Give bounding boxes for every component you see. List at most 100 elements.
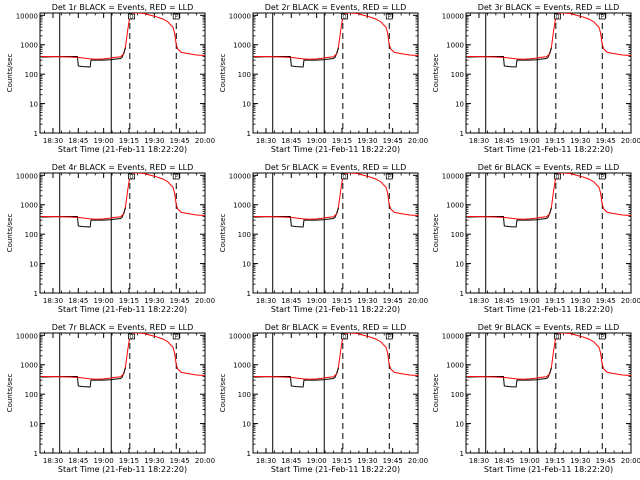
panel-title: Det 9r BLACK = Events, RED = LLD (478, 323, 620, 332)
panel-det-7: Det 7r BLACK = Events, RED = LLD 1 10 100 10… (6, 323, 215, 474)
y-tick-label: 1000 (446, 42, 464, 50)
marker-box (172, 173, 180, 180)
marker-box (341, 173, 348, 180)
marker-box (172, 333, 180, 340)
y-tick-label: 1 (460, 130, 464, 138)
x-axis-label: Start Time (21-Feb-11 18:22:20) (484, 145, 613, 154)
marker-label: P (388, 335, 391, 341)
x-tick-label: 20:00 (408, 457, 428, 465)
events-series-end-mark (123, 367, 127, 374)
y-tick-label: 1 (247, 450, 251, 458)
y-axis-label: Counts/sec (219, 214, 227, 253)
x-axis-label: Start Time (21-Feb-11 18:22:20) (484, 465, 613, 474)
y-tick-label: 100 (451, 391, 464, 399)
marker-box (598, 173, 606, 180)
x-tick-label: 19:45 (170, 297, 190, 305)
events-series-end-mark (123, 207, 127, 214)
plot-frame (465, 172, 632, 294)
y-tick-label: 100 (451, 71, 464, 79)
x-tick-label: 18:30 (256, 457, 276, 465)
marker-label: O (556, 175, 560, 181)
events-series-line (467, 373, 551, 388)
x-tick-label: 18:45 (494, 137, 514, 145)
panel-title: Det 7r BLACK = Events, RED = LLD (52, 323, 194, 332)
x-tick-label: 20:00 (195, 137, 215, 145)
x-tick-label: 19:00 (94, 457, 114, 465)
y-axis-label: Counts/sec (6, 214, 14, 253)
x-tick-label: 19:00 (520, 137, 540, 145)
y-axis-label: Counts/sec (6, 374, 14, 413)
y-tick-label: 10 (242, 261, 251, 269)
events-series-end-mark (549, 47, 553, 54)
marker-label: O (343, 335, 347, 341)
x-tick-label: 19:30 (570, 297, 590, 305)
panel-title: Det 8r BLACK = Events, RED = LLD (265, 323, 407, 332)
events-series-end-mark (549, 367, 553, 374)
marker-box (128, 13, 135, 20)
y-tick-label: 10000 (16, 172, 38, 180)
x-tick-label: 18:45 (281, 457, 301, 465)
x-tick-label: 19:15 (332, 457, 352, 465)
events-series-end-mark (336, 207, 340, 214)
panel-title: Det 6r BLACK = Events, RED = LLD (478, 163, 620, 172)
marker-label: O (556, 15, 560, 21)
marker-label: O (130, 335, 134, 341)
x-tick-label: 19:00 (307, 457, 327, 465)
y-tick-label: 100 (238, 391, 251, 399)
x-tick-label: 20:00 (621, 137, 640, 145)
y-tick-label: 10000 (442, 332, 464, 340)
x-tick-label: 18:30 (469, 137, 489, 145)
y-tick-label: 100 (238, 231, 251, 239)
y-tick-label: 10000 (442, 172, 464, 180)
x-tick-label: 19:45 (383, 137, 403, 145)
y-tick-label: 1000 (20, 202, 38, 210)
y-tick-label: 1000 (233, 202, 251, 210)
events-series-line (467, 53, 551, 68)
y-tick-label: 1000 (446, 202, 464, 210)
y-tick-label: 100 (25, 391, 38, 399)
plot-area (41, 333, 205, 388)
x-tick-label: 19:45 (596, 297, 616, 305)
y-tick-label: 10 (455, 261, 464, 269)
panel-det-9: Det 9r BLACK = Events, RED = LLD 1 10 100 10… (432, 323, 640, 474)
lld-series-line (41, 13, 205, 60)
x-axis-label: Start Time (21-Feb-11 18:22:20) (271, 305, 400, 314)
marker-box (128, 333, 135, 340)
x-tick-label: 18:30 (43, 457, 63, 465)
events-series-end-mark (336, 47, 340, 54)
x-tick-label: 19:15 (119, 457, 139, 465)
lld-series-line (467, 13, 631, 60)
x-tick-label: 19:30 (144, 137, 164, 145)
y-tick-label: 1 (460, 450, 464, 458)
x-axis-label: Start Time (21-Feb-11 18:22:20) (58, 145, 187, 154)
marker-box (598, 333, 606, 340)
lld-series-line (254, 333, 418, 380)
marker-box (385, 13, 393, 20)
plot-area (467, 173, 631, 228)
x-tick-label: 18:45 (68, 297, 88, 305)
marker-label: P (388, 15, 391, 21)
x-tick-label: 19:30 (570, 457, 590, 465)
x-tick-label: 19:15 (545, 457, 565, 465)
marker-label: O (343, 175, 347, 181)
x-tick-label: 19:45 (170, 457, 190, 465)
plot-area (41, 13, 205, 68)
y-tick-label: 10000 (229, 172, 251, 180)
y-tick-label: 10000 (16, 332, 38, 340)
marker-label: P (175, 15, 178, 21)
y-tick-label: 10 (455, 101, 464, 109)
plot-frame (465, 332, 632, 454)
x-tick-label: 18:30 (43, 297, 63, 305)
marker-box (385, 173, 393, 180)
x-tick-label: 19:15 (332, 137, 352, 145)
y-axis-label: Counts/sec (219, 374, 227, 413)
marker-box (341, 333, 348, 340)
events-series-end-mark (336, 367, 340, 374)
x-tick-label: 19:30 (357, 297, 377, 305)
y-tick-label: 10 (242, 101, 251, 109)
plot-frame (39, 12, 206, 134)
x-tick-label: 19:00 (520, 297, 540, 305)
x-tick-label: 20:00 (195, 457, 215, 465)
panel-det-1: Det 1r BLACK = Events, RED = LLD 1 10 100 10… (6, 3, 215, 154)
